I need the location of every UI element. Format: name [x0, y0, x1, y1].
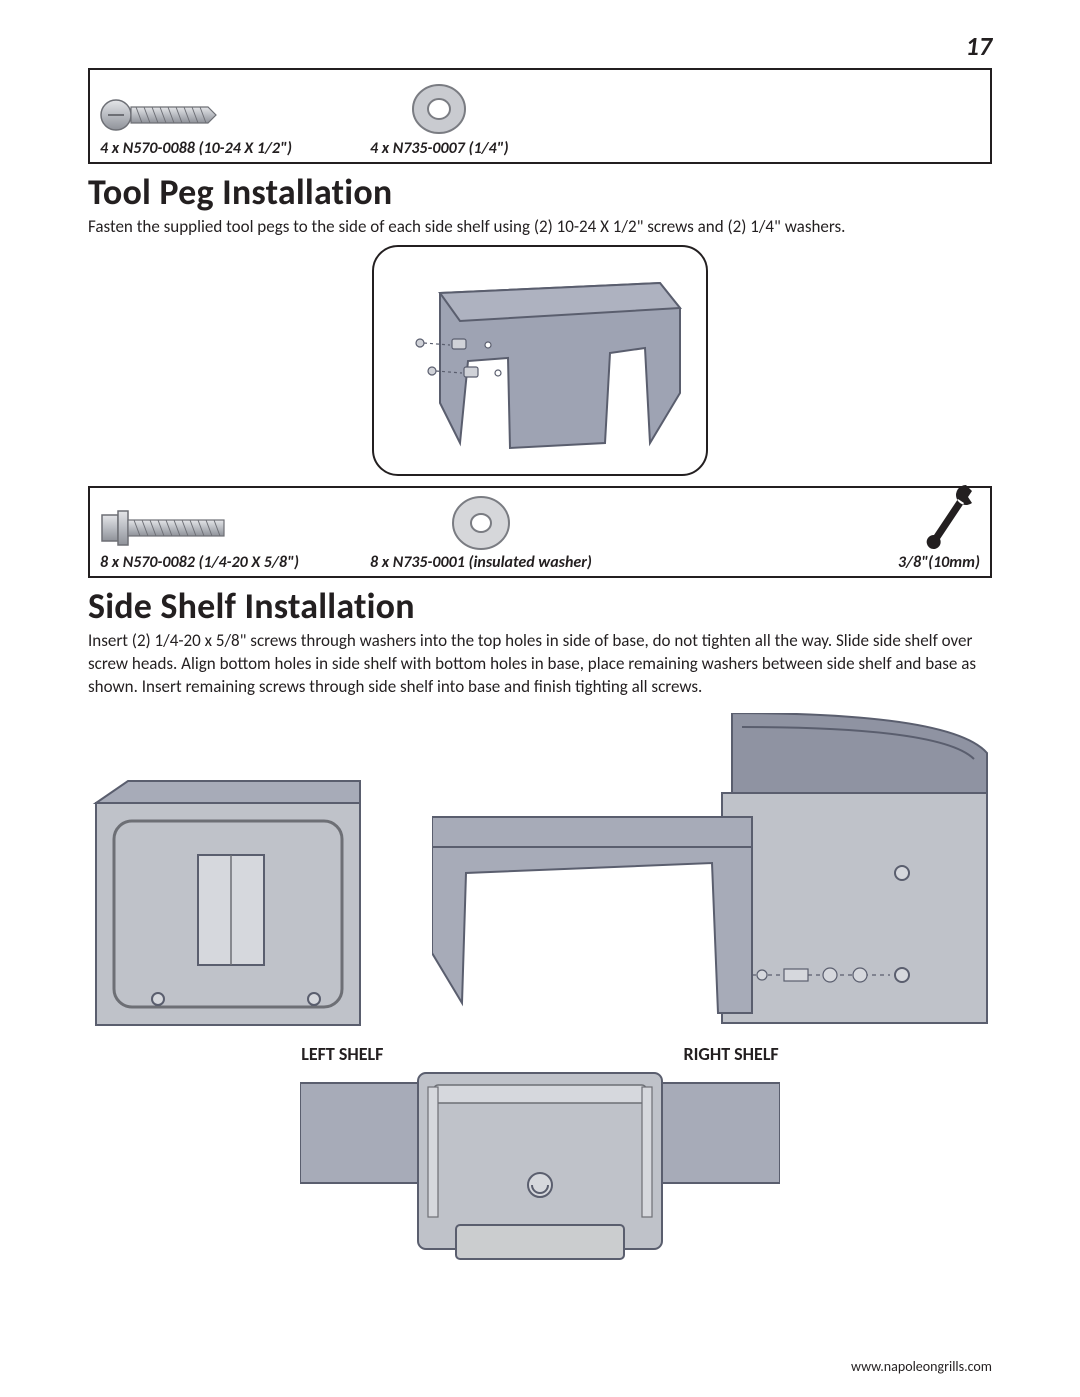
tool-peg-figure: [88, 245, 992, 476]
insulated-washer-icon: [449, 495, 513, 551]
section2-body: Insert (2) 1/4-20 x 5/8" screws through …: [88, 630, 992, 699]
shelf-figures-row: [88, 713, 992, 1033]
wrench-icon: [926, 481, 980, 551]
parts-box-2: 8 x N570-0082 (1/4-20 X 5/8") 8 x N735-0…: [88, 486, 992, 578]
section1-title: Tool Peg Installation: [88, 170, 992, 214]
washer-label-1: 4 x N735-0007 (1/4"): [370, 139, 509, 158]
overview-figure: [88, 1069, 992, 1274]
screw-label-2: 8 x N570-0082 (1/4-20 X 5/8"): [100, 553, 299, 572]
screw-label-1: 4 x N570-0088 (10-24 X 1/2"): [100, 139, 292, 158]
right-shelf-figure: [432, 713, 992, 1033]
washer-label-2: 8 x N735-0001 (insulated washer): [370, 553, 592, 572]
left-shelf-figure: [88, 773, 368, 1033]
left-shelf-label: LEFT SHELF: [301, 1043, 383, 1065]
right-shelf-label: RIGHT SHELF: [683, 1043, 778, 1065]
section1-body: Fasten the supplied tool pegs to the sid…: [88, 216, 992, 239]
screw-icon: [100, 93, 218, 137]
wrench-label: 3/8"(10mm): [898, 553, 980, 572]
washer-icon: [409, 81, 469, 137]
section2-title: Side Shelf Installation: [88, 584, 992, 628]
shelf-labels: LEFT SHELF RIGHT SHELF: [88, 1043, 992, 1065]
page-number: 17: [88, 30, 992, 62]
parts-box-1: 4 x N570-0088 (10-24 X 1/2") 4 x N735-00…: [88, 68, 992, 164]
hex-screw-icon: [100, 505, 230, 551]
footer-url: www.napoleongrills.com: [851, 1358, 992, 1375]
